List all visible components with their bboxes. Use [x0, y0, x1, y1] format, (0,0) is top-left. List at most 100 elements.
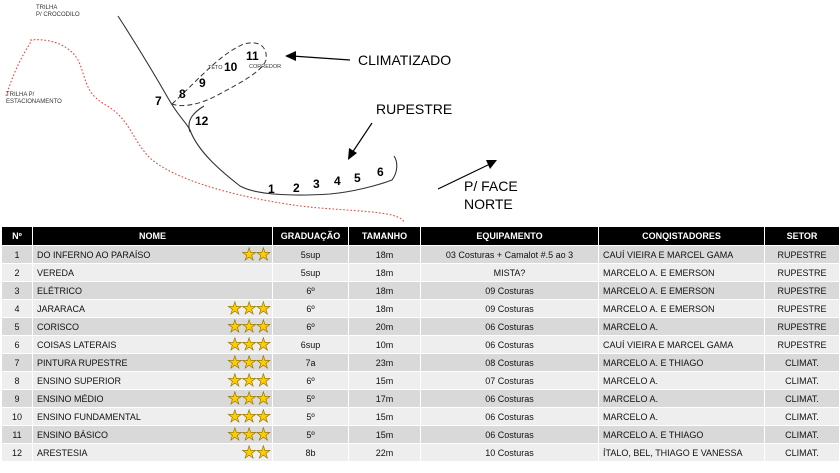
route-authors-cell: MARCELO A. E EMERSON — [598, 281, 765, 300]
route-name-label: VEREDA — [37, 267, 75, 278]
route-authors-cell: ÍTALO, BEL, THIAGO E VANESSA — [598, 443, 765, 462]
route-name-cell: ENSINO MÉDIO ★★★ — [32, 389, 273, 408]
route-sector-cell: CLIMAT. — [764, 353, 840, 372]
star-rating-icon: ★★★ — [227, 353, 271, 372]
star-rating-icon: ★★★ — [227, 335, 271, 354]
arrow-face-norte — [437, 160, 497, 190]
star-rating-icon: ★★★ — [227, 389, 271, 408]
route-number-8: 8 — [179, 87, 186, 101]
col-header-number: Nº — [1, 226, 33, 246]
route-sector-cell: RUPESTRE — [764, 245, 840, 264]
col-header-name: NOME — [32, 226, 273, 246]
route-name-cell: ENSINO FUNDAMENTAL ★★★ — [32, 407, 273, 426]
route-length-cell: 18m — [348, 299, 421, 318]
route-gear-cell: 10 Costuras — [420, 443, 599, 462]
star-rating-icon: ★★ — [241, 443, 271, 462]
route-length-cell: 15m — [348, 425, 421, 444]
route-authors-cell: MARCELO A. — [598, 317, 765, 336]
route-name-label: PINTURA RUPESTRE — [37, 357, 128, 368]
route-number-9: 9 — [199, 76, 206, 90]
route-length-cell: 23m — [348, 353, 421, 372]
route-length-cell: 15m — [348, 407, 421, 426]
col-header-authors: CONQISTADORES — [598, 226, 765, 246]
route-name-label: ENSINO MÉDIO — [37, 393, 104, 404]
route-name-cell: ELÉTRICO — [32, 281, 273, 300]
route-grade-cell: 5sup — [272, 245, 349, 264]
arrow-to-climatizado — [285, 51, 351, 61]
route-name-cell: ENSINO BÁSICO ★★★ — [32, 425, 273, 444]
route-name-label: COISAS LATERAIS — [37, 339, 117, 350]
route-number-cell: 3 — [1, 281, 33, 300]
route-number-11: 11 — [246, 49, 259, 63]
route-grade-cell: 5º — [272, 425, 349, 444]
route-gear-cell: 08 Costuras — [420, 353, 599, 372]
table-row: 5 CORISCO ★★★ 6º 20m 06 Costuras MARCELO A. RUP… — [1, 317, 840, 336]
route-number-10: 10 — [224, 60, 238, 74]
route-name-cell: COISAS LATERAIS ★★★ — [32, 335, 273, 354]
route-grade-cell: 5sup — [272, 263, 349, 282]
route-authors-cell: CAUÍ VIEIRA E MARCEL GAMA — [598, 245, 765, 264]
route-sector-cell: RUPESTRE — [764, 317, 840, 336]
route-gear-cell: 06 Costuras — [420, 425, 599, 444]
route-name-cell: ARESTESIA ★★ — [32, 443, 273, 462]
route-gear-cell: 09 Costuras — [420, 281, 599, 300]
route-name-label: CORISCO — [37, 321, 80, 332]
route-name-label: ENSINO BÁSICO — [37, 429, 109, 440]
route-authors-cell: CAUÍ VIEIRA E MARCEL GAMA — [598, 335, 765, 354]
route-authors-cell: MARCELO A. — [598, 371, 765, 390]
route-grade-cell: 8b — [272, 443, 349, 462]
route-sector-cell: CLIMAT. — [764, 407, 840, 426]
route-length-cell: 22m — [348, 443, 421, 462]
route-length-cell: 20m — [348, 317, 421, 336]
crag-topo-map: TRILHA P/ CROCODILO TRILHA P/ ESTACIONAM… — [5, 5, 518, 223]
route-authors-cell: MARCELO A. — [598, 407, 765, 426]
route-sector-cell: CLIMAT. — [764, 371, 840, 390]
route-number-cell: 2 — [1, 263, 33, 282]
col-header-length: TAMANHO — [348, 226, 421, 246]
route-name-cell: ENSINO SUPERIOR ★★★ — [32, 371, 273, 390]
route-name-cell: DO INFERNO AO PARAÍSO ★★ — [32, 245, 273, 264]
cliff-inner-curve — [188, 105, 205, 133]
route-gear-cell: 06 Costuras — [420, 389, 599, 408]
route-authors-cell: MARCELO A. E EMERSON — [598, 299, 765, 318]
route-grade-cell: 6sup — [272, 335, 349, 354]
route-length-cell: 17m — [348, 389, 421, 408]
table-row: 11 ENSINO BÁSICO ★★★ 5º 15m 06 Costuras MARCEL… — [1, 425, 840, 444]
table-row: 2 VEREDA 5sup 18m MISTA? MARCELO A. E EMERSON… — [1, 263, 840, 282]
route-sector-cell: RUPESTRE — [764, 263, 840, 282]
route-length-cell: 18m — [348, 263, 421, 282]
route-name-label: ARESTESIA — [37, 447, 88, 458]
route-length-cell: 18m — [348, 281, 421, 300]
route-authors-cell: MARCELO A. — [598, 389, 765, 408]
trail-estacionamento-label-2: ESTACIONAMENTO — [6, 99, 62, 105]
route-name-cell: PINTURA RUPESTRE ★★★ — [32, 353, 273, 372]
route-name-label: ENSINO SUPERIOR — [37, 375, 122, 386]
route-gear-cell: 09 Costuras — [420, 299, 599, 318]
route-grade-cell: 6º — [272, 317, 349, 336]
route-number-cell: 9 — [1, 389, 33, 408]
table-row: 7 PINTURA RUPESTRE ★★★ 7a 23m 08 Costuras MARC… — [1, 353, 840, 372]
route-name-cell: CORISCO ★★★ — [32, 317, 273, 336]
star-rating-icon: ★★★ — [227, 425, 271, 444]
table-row: 3 ELÉTRICO 6º 18m 09 Costuras MARCELO A. E EM… — [1, 281, 840, 300]
route-sector-cell: RUPESTRE — [764, 299, 840, 318]
corredor-label: CORREDOR — [249, 64, 281, 70]
table-row: 1 DO INFERNO AO PARAÍSO ★★ 5sup 18m 03 Costur… — [1, 245, 840, 264]
table-row: 9 ENSINO MÉDIO ★★★ 5º 17m 06 Costuras MARCELO … — [1, 389, 840, 408]
star-rating-icon: ★★★ — [227, 317, 271, 336]
route-grade-cell: 5º — [272, 407, 349, 426]
sector-rupestre-label: RUPESTRE — [376, 101, 452, 117]
route-authors-cell: MARCELO A. E EMERSON — [598, 263, 765, 282]
route-number-cell: 12 — [1, 443, 33, 462]
route-grade-cell: 6º — [272, 299, 349, 318]
star-rating-icon: ★★★ — [227, 407, 271, 426]
route-gear-cell: 06 Costuras — [420, 335, 599, 354]
route-sector-cell: RUPESTRE — [764, 335, 840, 354]
route-number-4: 4 — [334, 174, 341, 188]
route-number-3: 3 — [313, 177, 320, 191]
route-sector-cell: RUPESTRE — [764, 281, 840, 300]
route-length-cell: 15m — [348, 371, 421, 390]
route-grade-cell: 6º — [272, 371, 349, 390]
route-authors-cell: MARCELO A. E THIAGO — [598, 425, 765, 444]
route-number-5: 5 — [354, 171, 361, 185]
